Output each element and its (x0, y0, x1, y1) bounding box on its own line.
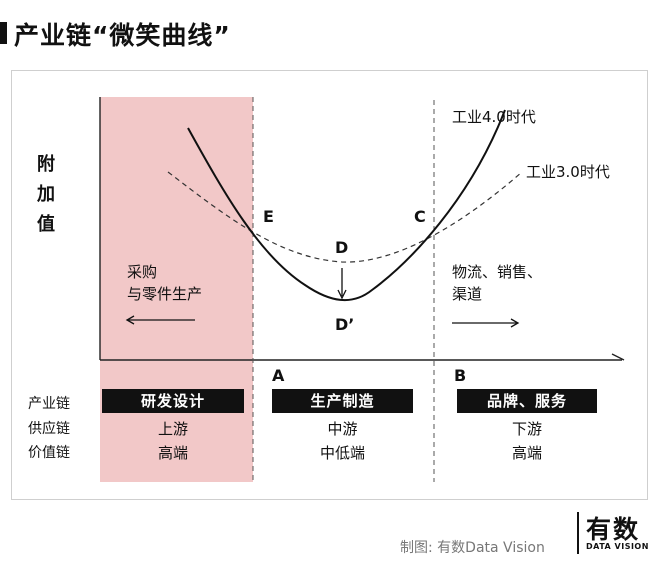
industry-40-curve (187, 109, 506, 302)
x-axis-arrow (611, 353, 625, 361)
row-label-industry-chain: 产业链 (28, 396, 70, 412)
right-note-line: 物流、销售、 (452, 263, 543, 281)
y-axis-char: 加 (37, 184, 55, 205)
point-d-prime-label: D’ (335, 315, 355, 334)
logo-divider (577, 512, 579, 554)
supply-cell-manufacturing: 中游 (327, 420, 358, 438)
stage-rd-box: 研发设计 (102, 389, 244, 413)
diagram-frame (11, 70, 648, 500)
left-note: 采购 与零件生产 (127, 261, 202, 305)
logo-subtext: DATA VISION (586, 542, 649, 551)
industry-30-label: 工业3.0时代 (526, 163, 610, 181)
right-note: 物流、销售、 渠道 (452, 261, 542, 305)
supply-cell-rd: 上游 (157, 420, 188, 438)
point-b-label: B (454, 366, 467, 385)
credit-text: 制图: 有数Data Vision (400, 540, 545, 556)
row-label-supply-chain: 供应链 (28, 421, 70, 437)
y-axis-char: 值 (37, 214, 55, 235)
left-note-line: 与零件生产 (127, 285, 203, 303)
y-axis-label: 附 加 值 (34, 150, 58, 240)
point-d-label: D (335, 238, 349, 257)
industry-30-curve (167, 171, 523, 263)
d-shift-arrowhead (337, 289, 347, 300)
rd-highlight-region (100, 97, 253, 482)
point-e-label: E (263, 207, 274, 226)
point-c-label: C (414, 207, 426, 226)
value-cell-rd: 高端 (157, 444, 188, 462)
value-cell-manufacturing: 中低端 (319, 444, 365, 462)
value-cell-brand: 高端 (511, 444, 542, 462)
industry-40-label: 工业4.0时代 (452, 108, 536, 126)
row-label-value-chain: 价值链 (28, 445, 70, 461)
supply-cell-brand: 下游 (511, 420, 542, 438)
right-arrowhead (510, 318, 520, 328)
stage-manufacturing-box: 生产制造 (272, 389, 413, 413)
stage-brand-service-box: 品牌、服务 (457, 389, 597, 413)
y-axis-char: 附 (37, 154, 55, 175)
page-title: 产业链“微笑曲线” (14, 21, 231, 50)
point-a-label: A (272, 366, 285, 385)
logo-text: 有数 (586, 515, 641, 544)
left-note-line: 采购 (127, 263, 158, 281)
heading-marker (0, 22, 7, 44)
left-arrowhead (125, 315, 135, 325)
right-note-line: 渠道 (452, 285, 483, 303)
